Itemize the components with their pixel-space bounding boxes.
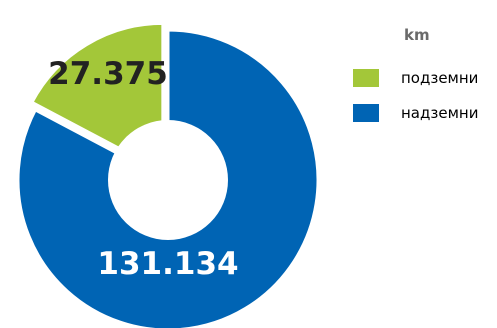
- legend-label-overhead: надземни: [401, 104, 479, 122]
- data-label-overhead: 131.134: [97, 246, 238, 282]
- legend-label-underground: подземни: [401, 69, 479, 87]
- legend-title: km: [404, 26, 430, 44]
- legend-swatch-underground: [353, 69, 379, 87]
- legend-item-underground: подземни: [353, 68, 478, 88]
- legend-swatch-overhead: [353, 104, 379, 122]
- donut-hole: [108, 120, 228, 240]
- slice-overhead: [16, 28, 320, 328]
- legend-item-overhead: надземни: [353, 103, 478, 123]
- data-label-underground: 27.375: [48, 56, 168, 92]
